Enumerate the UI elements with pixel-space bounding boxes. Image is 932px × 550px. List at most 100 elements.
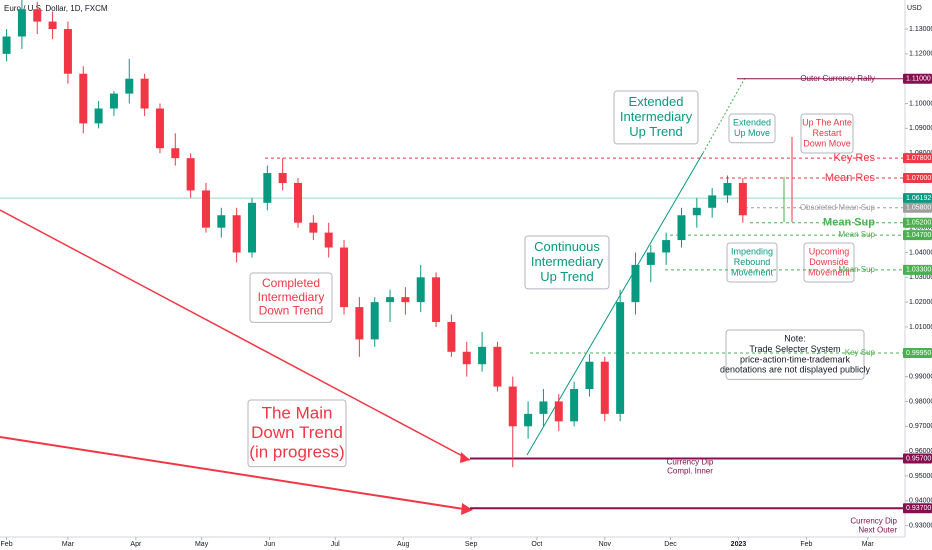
price-tag xyxy=(903,173,932,184)
y-tick-label: 1.02000 xyxy=(909,299,932,306)
x-tick-label: Jun xyxy=(264,541,275,548)
annotation-text: Impending xyxy=(731,247,773,257)
candle-body xyxy=(355,307,364,340)
price-tag-label: 0.95700 xyxy=(906,455,931,462)
price-tag xyxy=(903,217,932,228)
x-tick-label: Apr xyxy=(130,541,142,548)
candle-body xyxy=(677,215,686,241)
price-tag xyxy=(903,202,932,213)
candle-body xyxy=(140,78,149,109)
annotation-text: Restart xyxy=(812,128,842,138)
candle-body xyxy=(493,346,502,387)
price-tag-label: 1.05200 xyxy=(906,220,931,227)
candle-body xyxy=(294,182,303,223)
x-tick-label: Feb xyxy=(800,541,812,548)
price-tag xyxy=(903,230,932,241)
y-tick-label: 0.94000 xyxy=(909,498,932,505)
annotation-text: Downside xyxy=(809,257,849,267)
candle-body xyxy=(432,277,441,323)
candle-body xyxy=(462,351,471,365)
price-tag xyxy=(903,503,932,514)
annotation-text: Up Trend xyxy=(629,124,682,139)
x-tick-label: Sep xyxy=(465,541,478,548)
candle-body xyxy=(63,29,72,74)
price-tag-label: 0.99950 xyxy=(906,350,931,357)
candle-body xyxy=(524,413,533,427)
annotation-text: Movement xyxy=(731,267,774,277)
candle-body xyxy=(401,297,410,303)
annotation-text: Intermediary xyxy=(531,254,604,269)
y-tick-label: 1.09000 xyxy=(909,125,932,132)
candle-body xyxy=(94,108,103,124)
annotation-text: Upcoming xyxy=(809,247,850,257)
candle-body xyxy=(708,195,717,208)
candle-body xyxy=(447,322,456,352)
annotation-text: Intermediary xyxy=(258,290,325,304)
candle-body xyxy=(692,207,701,216)
level-label: Key Sup xyxy=(845,348,876,357)
y-tick-label: 1.12000 xyxy=(909,51,932,58)
annotation-box xyxy=(803,242,855,283)
level-label: Currency Dip xyxy=(850,516,897,525)
level-label: Mean Sup xyxy=(839,265,876,274)
annotation-text: Down Move xyxy=(803,138,851,148)
y-tick-label: 0.97000 xyxy=(909,423,932,430)
candle-body xyxy=(33,9,42,22)
price-tag xyxy=(903,73,932,84)
candle-body xyxy=(247,202,256,253)
annotation-box xyxy=(249,272,333,323)
annotation-text: Movement xyxy=(808,267,851,277)
y-tick-label: 0.98000 xyxy=(909,398,932,405)
candle-body xyxy=(232,215,241,253)
candle-body xyxy=(340,247,349,308)
candle-body xyxy=(263,173,272,203)
candle-body xyxy=(17,9,26,37)
candle-body xyxy=(478,346,487,365)
annotation-text: Trade Selecter System xyxy=(749,344,840,354)
price-tag-label: 0.93700 xyxy=(906,505,931,512)
annotation-text: Note: xyxy=(784,334,806,344)
candle-body xyxy=(723,182,732,196)
level-label: Next Outer xyxy=(858,525,897,534)
candle-body xyxy=(125,78,134,94)
y-tick-label: 0.95000 xyxy=(909,473,932,480)
candle-body xyxy=(386,297,395,303)
candle-body xyxy=(738,182,747,216)
candle-body xyxy=(48,21,57,30)
annotation-text: Completed xyxy=(262,276,320,290)
annotation-text: Continuous xyxy=(534,239,600,254)
candle-body xyxy=(201,190,210,228)
price-tag xyxy=(903,264,932,275)
candle-body xyxy=(616,302,625,414)
price-tag xyxy=(903,348,932,359)
candle-body xyxy=(309,222,318,233)
price-tag xyxy=(903,153,932,164)
annotation-text: Up Move xyxy=(734,128,770,138)
candle-body xyxy=(585,361,594,390)
annotation-box xyxy=(800,113,854,154)
y-tick-label: 0.99000 xyxy=(909,373,932,380)
x-tick-label: Mar xyxy=(862,541,875,548)
candle-body xyxy=(646,252,655,265)
candle-body xyxy=(600,361,609,414)
y-tick-label: 1.10000 xyxy=(909,100,932,107)
candle-body xyxy=(508,386,517,427)
level-label: Mean Sup xyxy=(839,230,876,239)
candle-body xyxy=(570,389,579,422)
level-label: Key Res xyxy=(833,152,875,164)
annotation-text: Extended xyxy=(733,118,771,128)
candle-body xyxy=(2,36,11,54)
annotation-text: Down Trend xyxy=(251,423,343,442)
x-tick-label: Dec xyxy=(664,541,677,548)
price-tag-label: 1.11000 xyxy=(906,76,931,83)
candle-body xyxy=(109,93,118,109)
price-tag-label: 1.05800 xyxy=(906,205,931,212)
price-tag-label: 1.07000 xyxy=(906,175,931,182)
candle-body xyxy=(217,215,226,228)
annotation-text: price-action-time-trademark xyxy=(740,354,851,364)
candle-body xyxy=(278,173,287,183)
price-tag xyxy=(903,453,932,464)
candle-body xyxy=(539,401,548,414)
